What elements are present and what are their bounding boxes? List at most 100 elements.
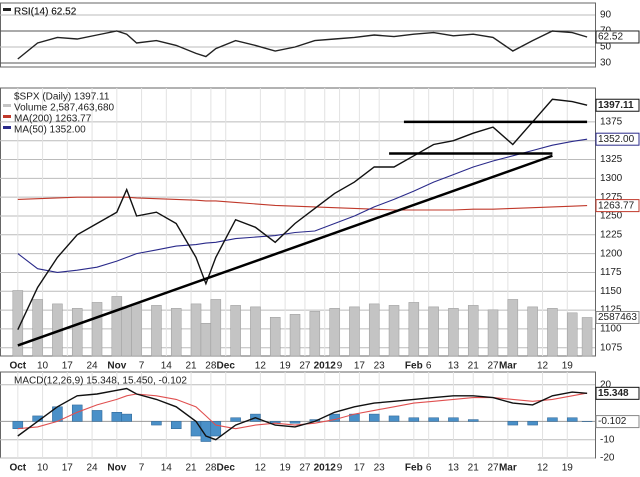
x-tick-label: 24 <box>87 463 99 474</box>
histogram-bar <box>289 421 301 424</box>
x-tick-label: 17 <box>62 361 74 372</box>
x-tick-label: 17 <box>354 361 366 372</box>
volume-bar <box>230 305 241 357</box>
y-tick-label: 1300 <box>600 173 623 184</box>
value-box <box>595 310 640 324</box>
histogram-bar <box>151 421 162 426</box>
x-tick-label: 19 <box>280 463 292 474</box>
x-tick-label: 27 <box>299 361 311 372</box>
x-tick-label: 10 <box>37 463 49 474</box>
x-tick-label: 2012 <box>314 361 337 372</box>
x-tick-label: 27 <box>487 361 499 372</box>
volume-bar <box>71 308 83 357</box>
volume-bar <box>121 306 132 357</box>
value-box-label: 1397.11 <box>598 100 634 111</box>
x-tick-label: 27 <box>487 463 499 474</box>
volume-bar <box>250 306 261 357</box>
value-box-label: 62.52 <box>598 32 623 43</box>
legend-swatch <box>3 104 11 107</box>
volume-bar <box>32 299 43 357</box>
volume-bar <box>151 305 162 357</box>
x-tick-label: 12 <box>537 361 549 372</box>
x-tick-label: 19 <box>280 361 292 372</box>
x-tick-label: Mar <box>499 463 517 474</box>
histogram-bar <box>12 421 24 429</box>
value-box-label: 2587463 <box>598 312 637 323</box>
volume-bar <box>309 311 321 357</box>
histogram-bar <box>71 404 83 422</box>
y-tick-label: 1175 <box>600 267 622 278</box>
volume-bar <box>111 296 123 357</box>
value-box <box>595 132 640 146</box>
x-tick-label: Dec <box>217 463 236 474</box>
series-line <box>17 98 588 330</box>
x-tick-label: 13 <box>448 361 460 372</box>
value-box-label: -0.102 <box>598 416 627 427</box>
value-box <box>595 30 640 44</box>
histogram-bar <box>448 417 459 422</box>
x-tick-label: 12 <box>537 463 549 474</box>
y-tick-label: 1250 <box>600 211 623 222</box>
histogram-bar <box>210 421 222 437</box>
volume-bar <box>91 302 103 357</box>
histogram-bar <box>507 421 519 426</box>
x-tick-label: 17 <box>354 463 366 474</box>
volume-bar <box>368 303 380 357</box>
x-tick-label: 19 <box>562 463 574 474</box>
volume-bar <box>289 314 301 357</box>
histogram-bar <box>170 421 182 429</box>
x-tick-label: 24 <box>87 361 99 372</box>
legend-label: MA(50) 1352.00 <box>14 125 86 136</box>
histogram-bar <box>428 417 439 422</box>
y-tick-label: 1375 <box>600 117 623 128</box>
volume-bar <box>581 317 593 357</box>
histogram-bar <box>121 413 132 422</box>
x-tick-label: Feb <box>405 463 423 474</box>
y-tick-label: 1275 <box>600 192 623 203</box>
value-box-label: 1352.00 <box>598 134 635 145</box>
x-tick-label: Oct <box>9 361 26 372</box>
x-tick-label: 27 <box>299 463 311 474</box>
x-tick-label: 19 <box>562 361 574 372</box>
y-tick-label: -20 <box>600 453 615 464</box>
legend-swatch <box>3 126 11 129</box>
x-tick-label: 17 <box>62 463 74 474</box>
volume-bar <box>388 305 400 357</box>
volume-bar <box>467 305 479 357</box>
volume-bar <box>487 309 499 357</box>
y-tick-label: 1225 <box>600 229 623 240</box>
x-tick-label: 23 <box>374 463 386 474</box>
volume-bar <box>190 303 202 357</box>
x-tick-label: 9 <box>337 361 343 372</box>
y-tick-label: 1100 <box>600 324 622 335</box>
volume-bar <box>269 317 281 357</box>
x-tick-label: 28 <box>205 361 217 372</box>
value-box <box>595 386 640 400</box>
histogram-bar <box>566 417 578 422</box>
x-tick-label: 21 <box>468 463 480 474</box>
volume-bar <box>408 302 420 357</box>
histogram-bar <box>230 417 241 422</box>
legend-label: MA(200) 1263.77 <box>14 114 92 125</box>
volume-bar <box>428 306 439 357</box>
x-tick-label: 21 <box>468 361 480 372</box>
series-line <box>17 196 588 211</box>
volume-bar <box>507 299 519 357</box>
y-tick-label: -10 <box>600 434 615 445</box>
histogram-bar <box>91 410 103 422</box>
x-tick-label: 28 <box>205 463 217 474</box>
histogram-bar <box>190 421 202 437</box>
x-tick-label: 7 <box>139 361 145 372</box>
x-tick-label: 10 <box>37 361 49 372</box>
trendline <box>17 154 553 347</box>
legend-label: RSI(14) 62.52 <box>14 7 77 18</box>
value-box <box>595 98 640 112</box>
series-line <box>17 387 588 441</box>
volume-bar <box>170 308 182 357</box>
volume-bar <box>12 290 24 357</box>
volume-bar <box>527 306 538 357</box>
chart-title: MACD(12,26,9) 15.348, 15.450, -0.102 <box>14 376 187 387</box>
y-tick-label: 1325 <box>600 154 623 165</box>
volume-bar <box>547 308 558 357</box>
